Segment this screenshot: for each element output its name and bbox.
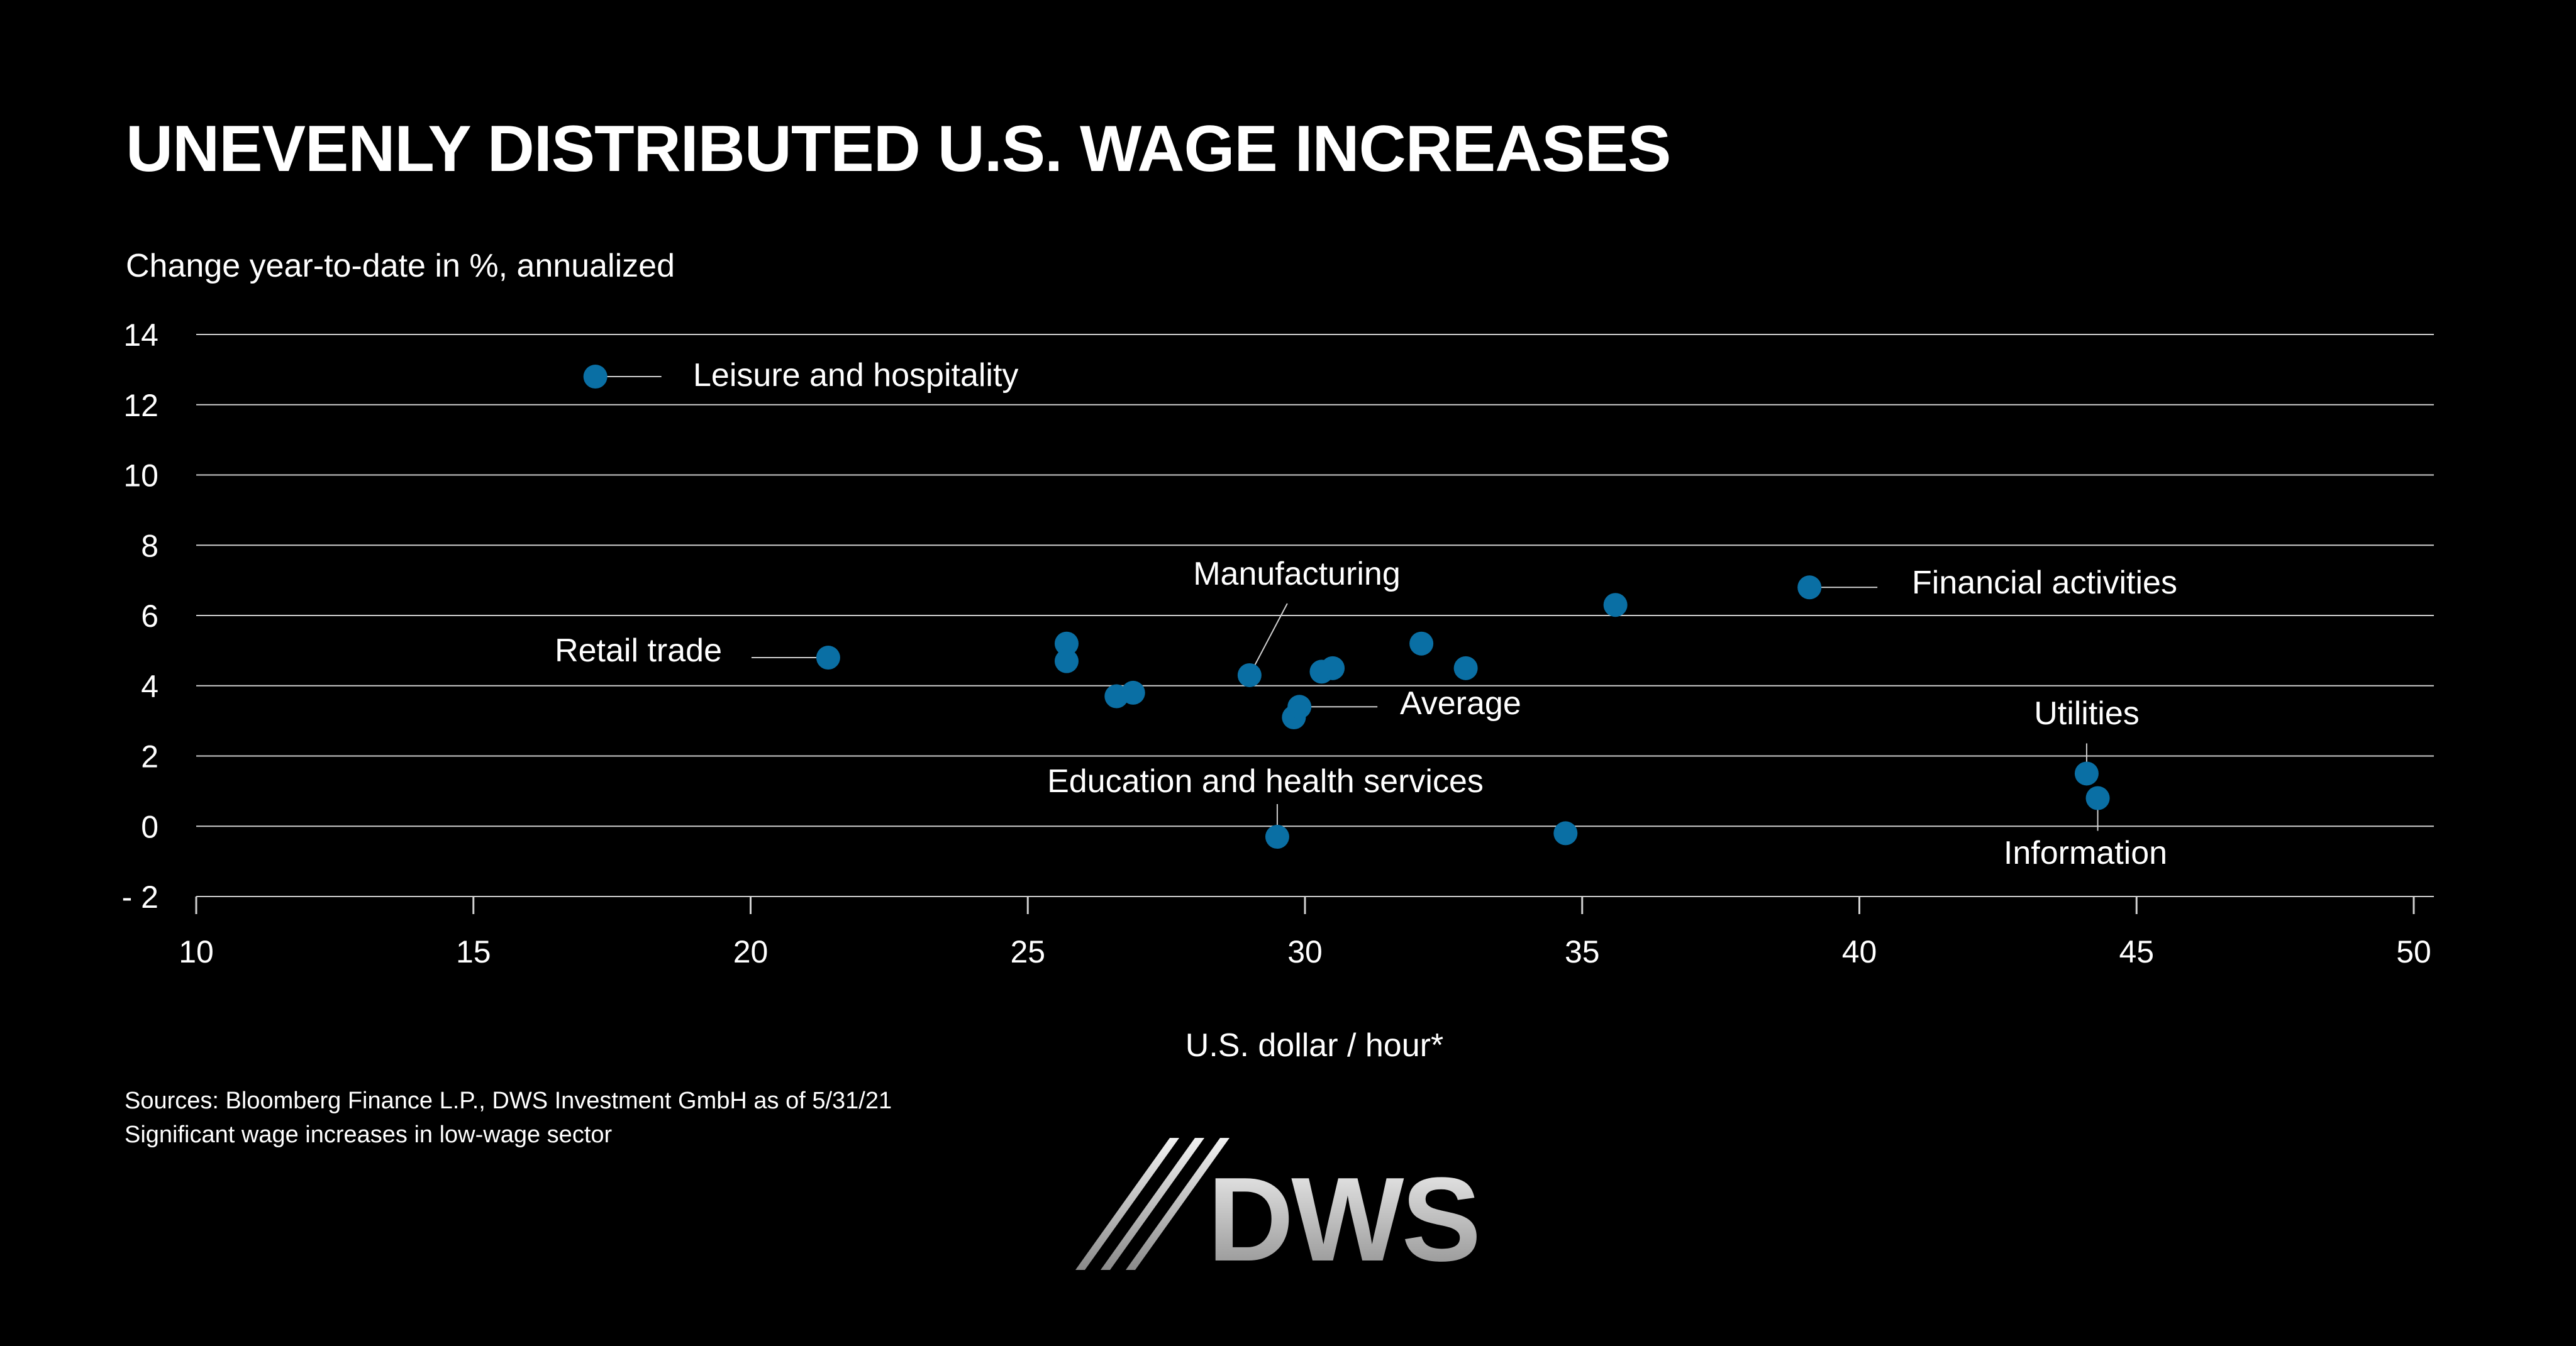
x-tick-label: 40: [1842, 934, 1877, 969]
grid-lines: - 2 0 2 4 6 8 10 12 14: [122, 317, 2434, 915]
x-tick-label: 45: [2119, 934, 2154, 969]
y-tick-label: 14: [123, 317, 158, 353]
point-label: Leisure and hospitality: [693, 357, 1018, 394]
data-point: [1265, 825, 1289, 849]
data-point: [1797, 575, 1822, 600]
x-tick-label: 35: [1565, 934, 1600, 969]
x-axis: 10 15 20 25 30 35 40 45 50: [179, 896, 2431, 969]
data-point: [1603, 593, 1628, 617]
sources-text: Sources: Bloomberg Finance L.P., DWS Inv…: [125, 1088, 892, 1114]
data-point: [1237, 663, 1262, 687]
y-tick-label: 12: [123, 388, 158, 423]
point-label: Retail trade: [555, 632, 722, 669]
y-tick-label: 10: [123, 458, 158, 494]
data-point: [1553, 821, 1578, 846]
dws-logo: DWS: [1075, 1138, 1481, 1276]
scatter-chart: - 2 0 2 4 6 8 10 12 14 10 15 20 25 30 35 40 45 50 Leisur…: [122, 317, 2434, 1064]
logo-stripe-icon: [1126, 1138, 1230, 1270]
logo-text: DWS: [1208, 1153, 1479, 1276]
point-label: Education and health services: [1047, 763, 1484, 800]
data-point: [1409, 631, 1434, 656]
footnote-text: Significant wage increases in low-wage s…: [125, 1122, 613, 1148]
y-tick-label: - 2: [122, 880, 158, 915]
footer-sources: Sources: Bloomberg Finance L.P., DWS Inv…: [125, 1084, 892, 1152]
y-axis-label: Change year-to-date in %, annualized: [126, 248, 675, 284]
x-tick-label: 20: [733, 934, 769, 969]
data-point: [1321, 656, 1345, 680]
y-tick-label: 0: [141, 809, 158, 844]
annotations: Leisure and hospitality Retail trade Manuf…: [555, 357, 2177, 871]
data-point: [1054, 649, 1079, 673]
y-tick-label: 6: [141, 599, 158, 634]
y-tick-label: 2: [141, 739, 158, 775]
y-tick-label: 4: [141, 669, 158, 704]
x-tick-label: 15: [456, 934, 491, 969]
data-points: [583, 365, 2110, 849]
data-point: [1121, 680, 1145, 705]
data-point: [583, 365, 608, 389]
data-point: [1054, 631, 1079, 656]
logo-stripe-icon: [1075, 1138, 1179, 1270]
point-label: Information: [2004, 835, 2167, 871]
logo-stripe-icon: [1101, 1138, 1204, 1270]
y-tick-label: 8: [141, 528, 158, 563]
point-label: Financial activities: [1912, 565, 2177, 601]
point-label: Utilities: [2034, 695, 2140, 732]
data-point: [2074, 761, 2099, 786]
x-tick-label: 30: [1287, 934, 1323, 969]
chart-title: UNEVENLY DISTRIBUTED U.S. WAGE INCREASES: [126, 113, 1671, 185]
x-axis-label: U.S. dollar / hour*: [1185, 1027, 1443, 1064]
x-tick-label: 10: [179, 934, 214, 969]
data-point: [816, 646, 840, 670]
point-label: Average: [1400, 685, 1521, 722]
x-tick-label: 25: [1010, 934, 1045, 969]
x-tick-label: 50: [2396, 934, 2431, 969]
data-point: [2085, 786, 2110, 810]
point-label: Manufacturing: [1193, 556, 1401, 592]
data-point: [1287, 695, 1312, 719]
leader-line: [1248, 603, 1288, 676]
data-point: [1453, 656, 1478, 680]
